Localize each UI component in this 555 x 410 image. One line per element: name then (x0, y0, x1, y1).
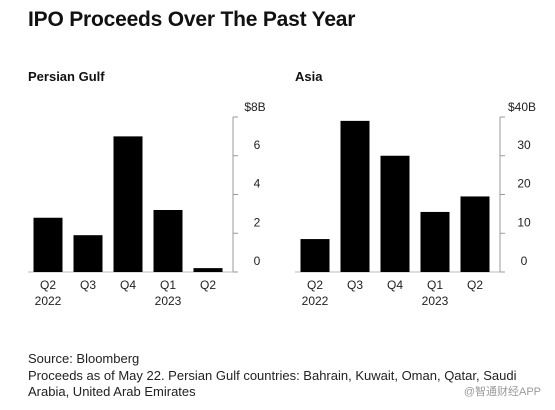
y-tick-label: 4 (254, 177, 261, 191)
bar (73, 235, 103, 272)
bar (113, 136, 143, 272)
page-title: IPO Proceeds Over The Past Year (28, 8, 356, 31)
y-tick-label: 20 (517, 177, 531, 191)
watermark: @智通财经APP (463, 386, 541, 398)
x-tick-label: Q3 (347, 278, 363, 292)
panel-title-persian-gulf: Persian Gulf (28, 69, 105, 84)
bar (153, 210, 183, 272)
x-tick-label: Q2 (40, 278, 56, 292)
panel-title-asia: Asia (295, 69, 323, 84)
bar (193, 268, 223, 272)
y-tick-label: 2 (254, 215, 261, 229)
x-tick-label: Q2 (307, 278, 323, 292)
y-tick-label: 6 (254, 138, 261, 152)
source-note: Source: Bloomberg (28, 351, 140, 366)
asia-bar-chart: $40B 0 10 20 30 Q2 2022 Q3 Q4 Q1 2023 Q2 (295, 100, 536, 308)
bar (380, 155, 410, 272)
axis-unit-label: $40B (508, 100, 536, 114)
x-tick-year-label: 2022 (35, 294, 62, 308)
footnote: Proceeds as of May 22. Persian Gulf coun… (28, 368, 517, 399)
axis-unit-label: $8B (244, 100, 265, 114)
y-tick-label: 0 (254, 254, 261, 268)
y-tick-label: 0 (521, 254, 528, 268)
y-tick-label: 30 (517, 138, 531, 152)
y-tick-label: 10 (517, 215, 531, 229)
x-tick-year-label: 2023 (155, 294, 182, 308)
x-tick-year-label: 2023 (422, 294, 449, 308)
bar (33, 217, 63, 272)
x-tick-label: Q4 (120, 278, 136, 292)
x-tick-label: Q3 (80, 278, 96, 292)
x-tick-label: Q2 (200, 278, 216, 292)
persian-gulf-bar-chart: $8B 0 2 4 6 Q2 2022 Q3 Q4 Q1 2023 Q2 (28, 100, 266, 308)
bar (420, 211, 450, 272)
x-tick-label: Q4 (387, 278, 403, 292)
x-tick-year-label: 2022 (302, 294, 329, 308)
x-tick-label: Q1 (160, 278, 176, 292)
bar (460, 196, 490, 272)
x-tick-label: Q2 (467, 278, 483, 292)
bar (340, 120, 370, 272)
x-tick-label: Q1 (427, 278, 443, 292)
bar (300, 239, 330, 272)
